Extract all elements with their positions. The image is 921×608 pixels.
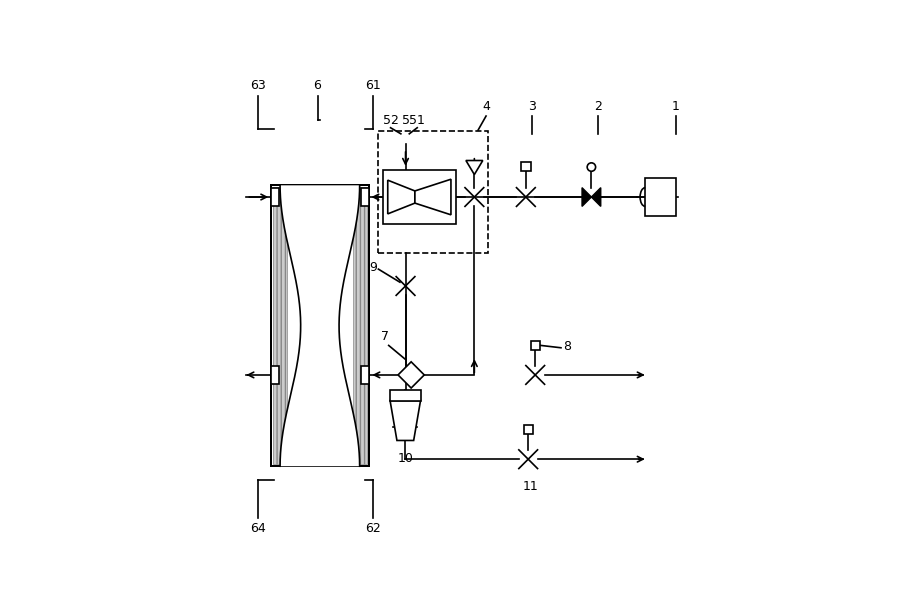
Polygon shape: [388, 180, 414, 214]
Text: 1: 1: [671, 100, 680, 112]
Text: 63: 63: [250, 78, 265, 92]
Polygon shape: [414, 179, 451, 215]
Text: 2: 2: [594, 100, 602, 112]
Bar: [523, 425, 533, 434]
Text: 52: 52: [382, 114, 399, 127]
Polygon shape: [582, 188, 591, 206]
Polygon shape: [280, 185, 360, 466]
Text: 4: 4: [482, 100, 490, 112]
Bar: [646, 178, 676, 216]
Bar: [391, 390, 421, 401]
Text: 5: 5: [402, 114, 410, 127]
Polygon shape: [391, 401, 421, 440]
Text: 6: 6: [313, 78, 321, 92]
Text: 11: 11: [522, 480, 539, 493]
Bar: [379, 131, 488, 253]
Text: 8: 8: [564, 340, 571, 353]
Polygon shape: [398, 362, 425, 388]
Bar: [361, 366, 369, 384]
Bar: [271, 188, 279, 206]
Text: 51: 51: [409, 114, 426, 127]
Text: 61: 61: [365, 78, 380, 92]
Bar: [271, 366, 279, 384]
Text: 64: 64: [250, 522, 265, 536]
Text: 10: 10: [397, 452, 414, 465]
Bar: [383, 170, 456, 224]
Bar: [521, 162, 530, 171]
Text: 3: 3: [528, 100, 536, 112]
Text: 7: 7: [381, 330, 390, 343]
Bar: [353, 187, 367, 465]
Polygon shape: [591, 188, 600, 206]
Bar: [273, 187, 286, 465]
Polygon shape: [466, 161, 483, 174]
Bar: [361, 188, 369, 206]
Text: 9: 9: [369, 261, 378, 274]
Text: 62: 62: [365, 522, 380, 536]
Circle shape: [588, 163, 596, 171]
Bar: [271, 185, 369, 466]
Bar: [530, 340, 540, 350]
